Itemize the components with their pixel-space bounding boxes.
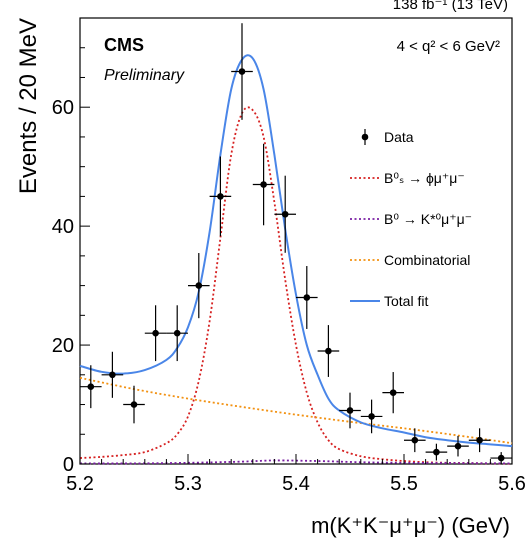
data-point	[274, 175, 296, 253]
y-tick-label: 0	[63, 454, 74, 476]
y-tick-label: 20	[52, 335, 74, 357]
y-axis-label: Events / 20 MeV	[15, 18, 42, 194]
data-points	[80, 23, 512, 464]
data-marker	[238, 68, 246, 75]
data-point	[231, 23, 253, 120]
data-marker	[303, 294, 311, 301]
axis-ticks: 5.2 5.3 5.4 5.5 5.6 0 20 40 60	[52, 17, 526, 495]
lumi-label: 138 fb⁻¹ (13 TeV)	[393, 0, 508, 13]
data-point	[252, 143, 275, 226]
data-marker	[217, 193, 224, 200]
data-marker	[389, 389, 397, 396]
x-tick-label: 5.3	[174, 473, 202, 495]
data-point	[404, 428, 426, 453]
data-point	[188, 253, 210, 319]
legend-entry: Combinatorial	[350, 252, 470, 268]
data-marker	[411, 436, 419, 444]
x-tick-label: 5.5	[390, 473, 418, 495]
y-tick-label: 60	[52, 97, 74, 119]
x-tick-label: 5.6	[498, 473, 526, 495]
data-marker	[152, 329, 159, 337]
data-point	[447, 435, 469, 457]
data-marker	[260, 181, 267, 188]
data-point	[80, 365, 102, 409]
data-point	[144, 305, 167, 362]
y-tick-label: 40	[52, 216, 74, 238]
legend-label: B⁰ₛ → ϕμ⁺μ⁻	[384, 170, 465, 186]
x-axis-label: m(K⁺K⁻μ⁺μ⁻) (GeV)	[311, 513, 510, 538]
data-marker	[281, 210, 289, 218]
x-tick-label: 5.4	[282, 473, 310, 495]
legend: Data B⁰ₛ → ϕμ⁺μ⁻ B⁰ → K*⁰μ⁺μ⁻ Combinatorial…	[350, 129, 472, 309]
legend-entry: B⁰ₛ → ϕμ⁺μ⁻	[350, 170, 465, 186]
data-marker	[497, 454, 505, 462]
x-tick-label: 5.2	[66, 473, 94, 495]
legend-entry: B⁰ → K*⁰μ⁺μ⁻	[350, 211, 472, 227]
data-marker	[195, 282, 203, 289]
data-marker	[454, 442, 462, 450]
data-point	[339, 392, 361, 429]
data-point	[425, 443, 448, 461]
legend-marker	[361, 133, 369, 141]
status-label: Preliminary	[104, 67, 185, 84]
region-label: 4 < q² < 6 GeV²	[397, 38, 500, 55]
data-point	[317, 325, 340, 377]
data-marker	[368, 413, 375, 420]
legend-entry: Total fit	[350, 293, 428, 309]
fit-curves	[79, 54, 513, 465]
series-curve-b-k-	[79, 459, 513, 465]
series-curve-combinatorial	[79, 376, 513, 445]
legend-label: B⁰ → K*⁰μ⁺μ⁻	[384, 211, 472, 227]
legend-label: Data	[384, 129, 414, 145]
data-marker	[87, 383, 95, 390]
data-point	[123, 385, 145, 424]
data-point	[360, 399, 383, 434]
data-point	[101, 351, 124, 398]
legend-entry: Data	[361, 129, 414, 145]
series-curve-b-	[79, 106, 513, 465]
data-point	[166, 305, 188, 362]
data-marker	[173, 329, 181, 337]
legend-label: Combinatorial	[384, 252, 470, 268]
data-marker	[346, 407, 354, 414]
legend-label: Total fit	[384, 293, 428, 309]
data-marker	[433, 448, 440, 456]
data-point	[382, 372, 404, 414]
data-point	[209, 156, 232, 237]
plot-frame	[79, 17, 513, 465]
series-curve-total-fit	[79, 54, 513, 448]
data-marker	[476, 436, 483, 444]
data-point	[296, 266, 318, 329]
experiment-label: CMS	[104, 35, 144, 55]
data-point	[468, 428, 491, 453]
data-marker	[130, 401, 138, 408]
data-marker	[325, 347, 332, 355]
data-point	[490, 452, 512, 464]
data-marker	[109, 371, 116, 379]
